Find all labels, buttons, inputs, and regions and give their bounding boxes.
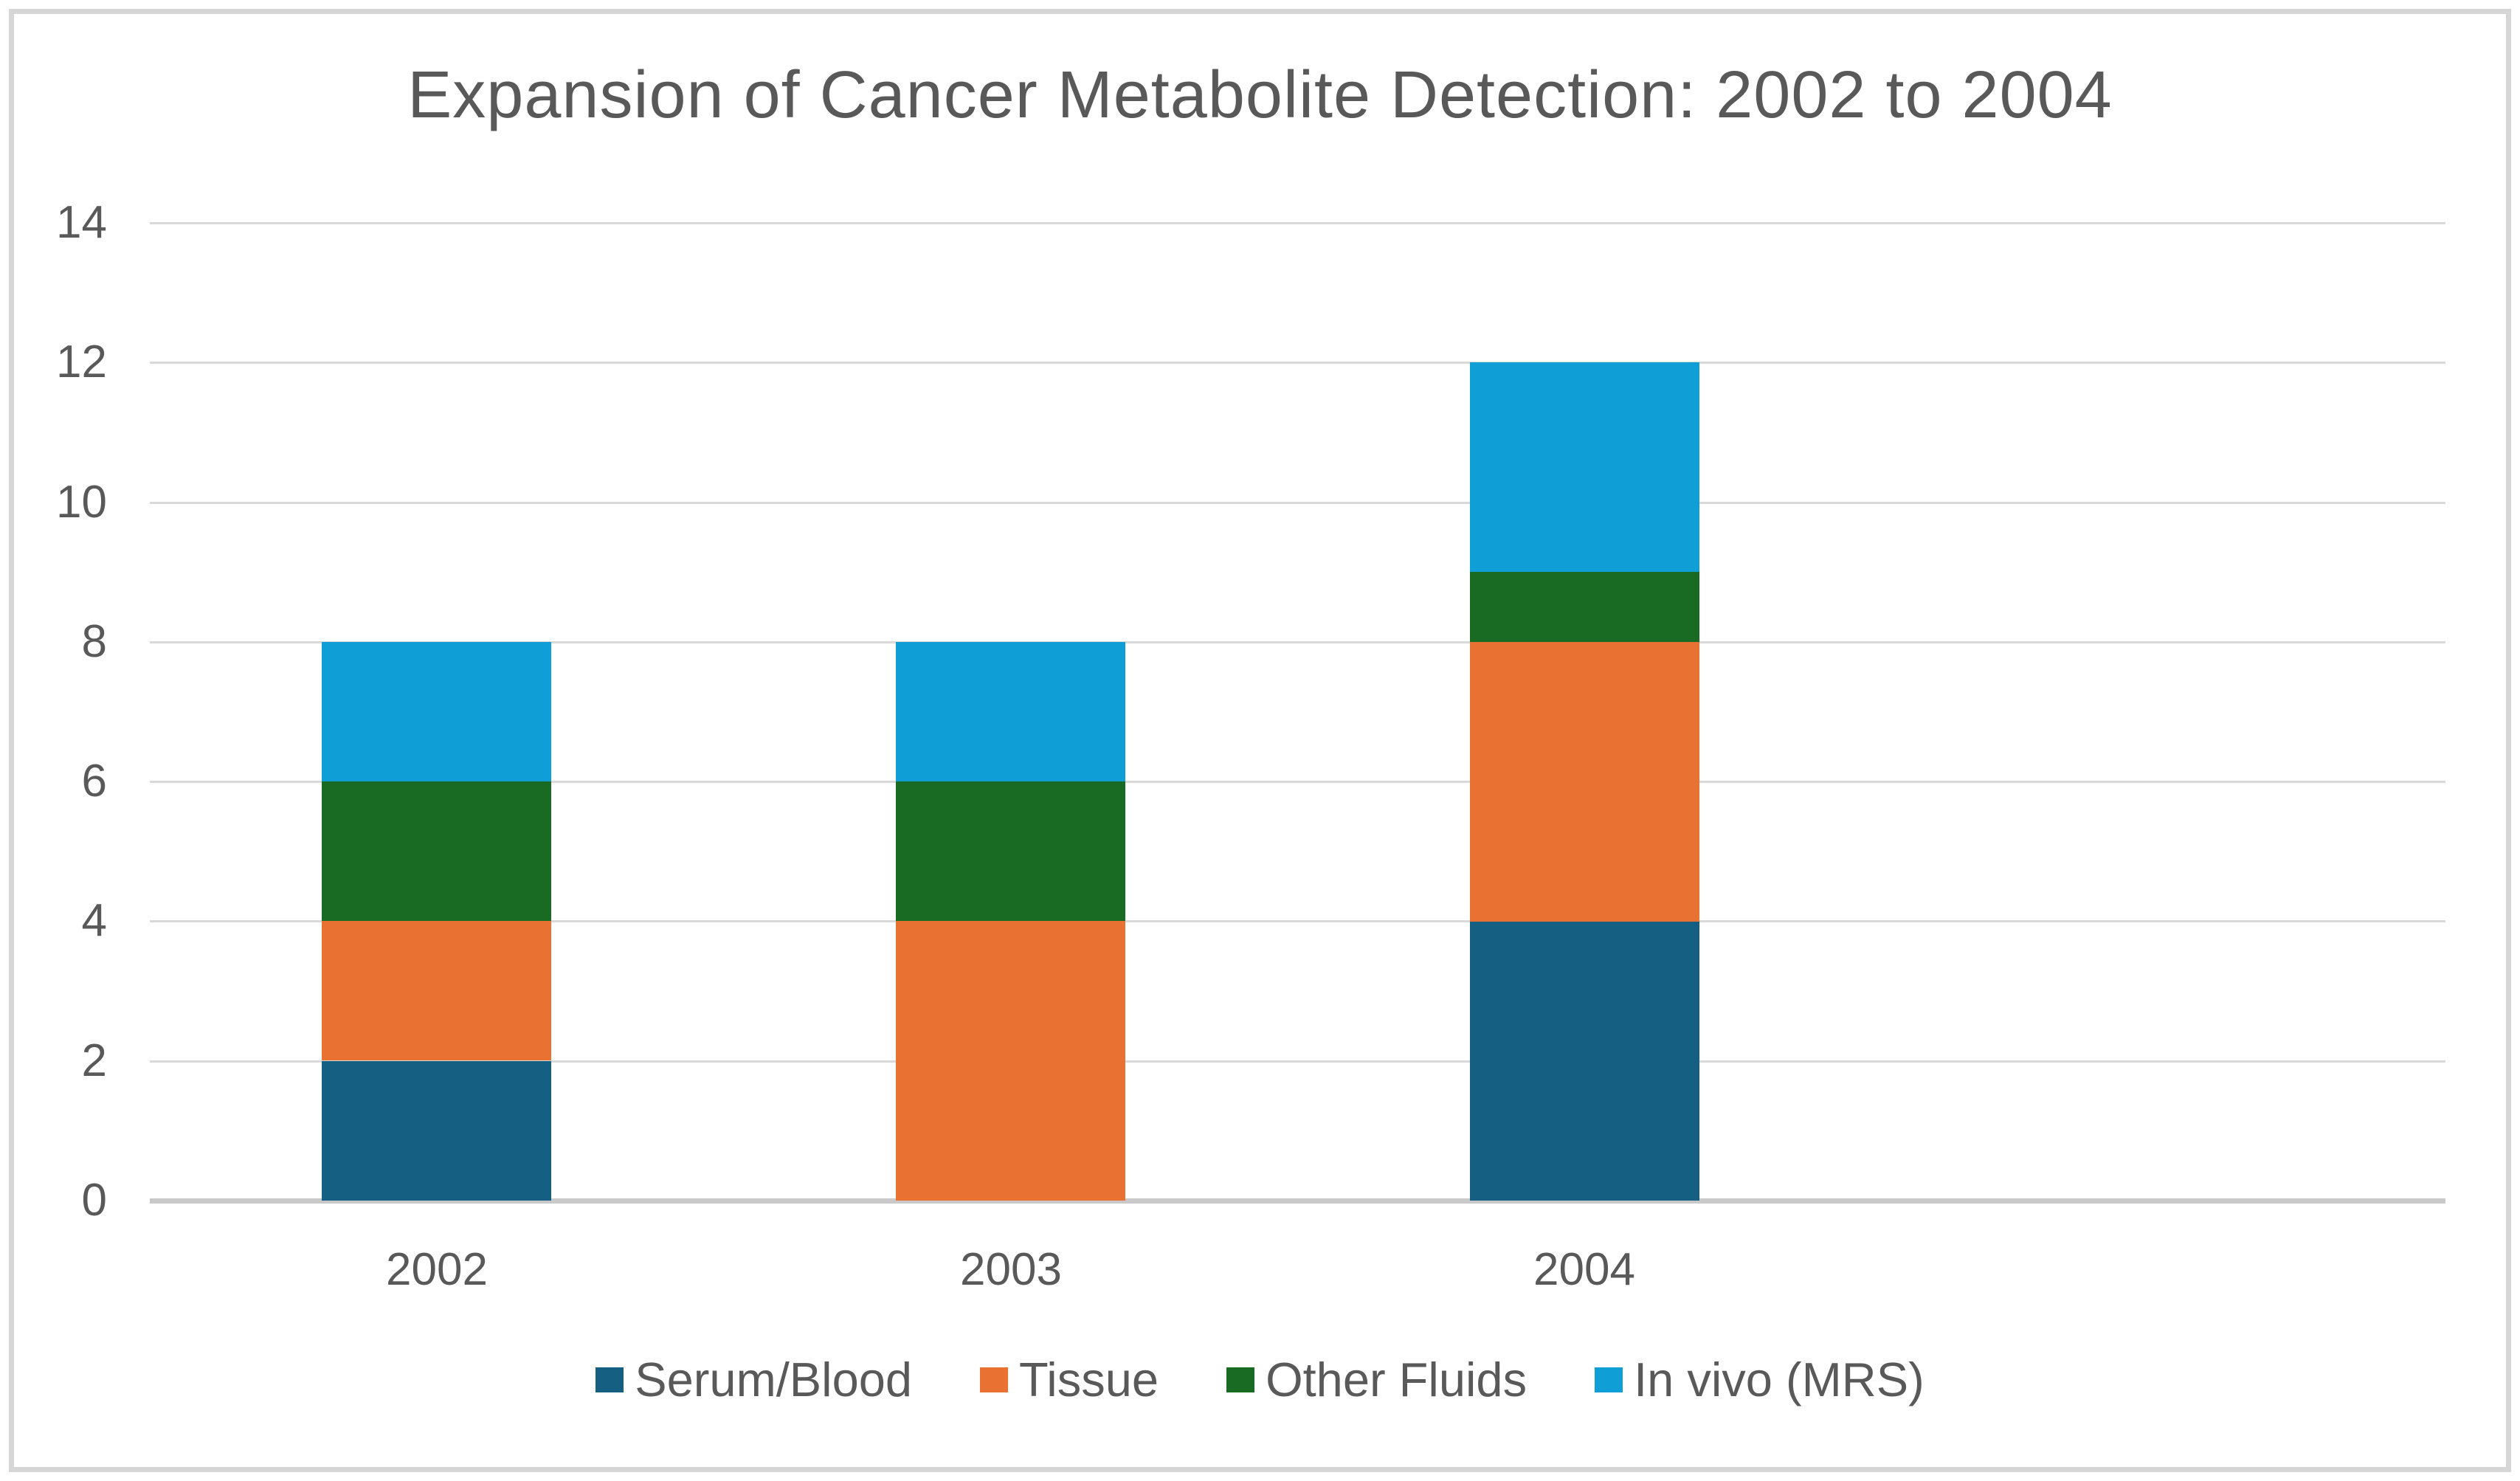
x-axis-label-2003: 2003 (960, 1244, 1062, 1295)
legend-marker-serum-blood (596, 1367, 624, 1392)
bar-segment-in-vivo-mrs-2003 (896, 642, 1125, 781)
bar-segment-other-fluids-2003 (896, 781, 1125, 921)
y-axis-label-10: 10 (56, 477, 107, 528)
legend: Serum/Blood Tissue Other Fluids In vivo (MR… (0, 1353, 2520, 1407)
gridline-y-10 (150, 502, 2445, 504)
gridline-y-6 (150, 781, 2445, 783)
gridline-y-4 (150, 920, 2445, 922)
bar-segment-in-vivo-mrs-2002 (322, 642, 551, 781)
legend-label-serum-blood: Serum/Blood (635, 1353, 913, 1406)
bar-segment-tissue-2003 (896, 921, 1125, 1201)
legend-item-in-vivo-mrs: In vivo (MRS) (1595, 1353, 1924, 1407)
y-axis-label-4: 4 (81, 895, 107, 946)
y-axis-label-12: 12 (56, 336, 107, 387)
bar-segment-serum-blood-2002 (322, 1061, 551, 1201)
bar-segment-other-fluids-2002 (322, 781, 551, 921)
legend-marker-tissue (980, 1367, 1009, 1392)
x-axis-label-2004: 2004 (1533, 1244, 1635, 1295)
legend-item-serum-blood: Serum/Blood (596, 1353, 912, 1407)
bar-segment-tissue-2002 (322, 921, 551, 1060)
legend-marker-other-fluids (1226, 1367, 1255, 1392)
bar-segment-in-vivo-mrs-2004 (1470, 362, 1699, 572)
legend-label-in-vivo-mrs: In vivo (MRS) (1634, 1353, 1924, 1406)
gridline-y-14 (150, 222, 2445, 224)
legend-marker-in-vivo-mrs (1595, 1367, 1623, 1392)
y-axis-label-2: 2 (81, 1035, 107, 1086)
y-axis-label-6: 6 (81, 756, 107, 807)
legend-label-tissue: Tissue (1019, 1353, 1159, 1406)
gridline-y-8 (150, 641, 2445, 643)
legend-label-other-fluids: Other Fluids (1266, 1353, 1527, 1406)
gridline-y-12 (150, 362, 2445, 364)
y-axis-label-8: 8 (81, 616, 107, 667)
legend-item-tissue: Tissue (980, 1353, 1159, 1407)
bar-segment-other-fluids-2004 (1470, 572, 1699, 642)
gridline-y-2 (150, 1060, 2445, 1063)
y-axis-label-14: 14 (56, 197, 107, 248)
bar-segment-serum-blood-2004 (1470, 921, 1699, 1201)
bar-segment-tissue-2004 (1470, 642, 1699, 922)
y-axis-label-0: 0 (81, 1175, 107, 1226)
gridline-y-0 (150, 1198, 2445, 1204)
x-axis-label-2002: 2002 (386, 1244, 488, 1295)
chart-title: Expansion of Cancer Metabolite Detection… (407, 58, 2113, 132)
legend-item-other-fluids: Other Fluids (1226, 1353, 1527, 1407)
